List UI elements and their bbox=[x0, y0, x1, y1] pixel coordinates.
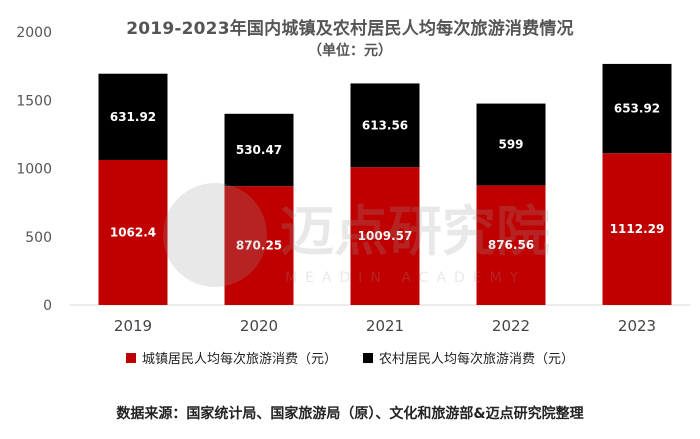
x-tick-label: 2019 bbox=[114, 317, 152, 335]
bar-rural bbox=[602, 63, 672, 154]
legend-swatch-urban bbox=[125, 352, 136, 363]
bar-urban bbox=[602, 153, 672, 305]
data-source-note: 数据来源：国家统计局、国家旅游局（原）、文化和旅游部&迈点研究院整理 bbox=[116, 406, 584, 422]
data-label-rural: 613.56 bbox=[362, 118, 408, 132]
legend-swatch-rural bbox=[363, 352, 373, 363]
x-tick-label: 2020 bbox=[240, 317, 278, 335]
y-tick-label: 1500 bbox=[16, 93, 52, 109]
y-tick-label: 0 bbox=[43, 298, 52, 314]
bar-rural bbox=[476, 103, 546, 186]
data-label-urban: 870.25 bbox=[236, 239, 282, 253]
data-label-rural: 530.47 bbox=[236, 143, 282, 157]
stacked-bar-chart: 0 500 1000 1500 2000 1062.4 631.92 2019 870.25 53… bbox=[16, 25, 690, 335]
x-tick-label: 2023 bbox=[618, 317, 656, 335]
data-label-rural: 653.92 bbox=[614, 102, 660, 116]
bar-urban bbox=[224, 186, 294, 305]
bar-urban bbox=[98, 159, 168, 305]
x-tick-label: 2022 bbox=[492, 317, 530, 335]
y-tick-label: 500 bbox=[25, 230, 52, 246]
y-tick-label: 1000 bbox=[16, 162, 52, 178]
bar-rural bbox=[350, 83, 420, 168]
data-label-urban: 876.56 bbox=[488, 238, 534, 252]
bar-urban bbox=[476, 185, 546, 305]
legend: 城镇居民人均每次旅游消费（元） 农村居民人均每次旅游消费（元） bbox=[0, 348, 700, 367]
bar-urban bbox=[350, 167, 420, 305]
chart-subtitle: （单位：元） bbox=[308, 43, 392, 59]
data-label-urban: 1009.57 bbox=[358, 229, 413, 243]
legend-label-urban: 城镇居民人均每次旅游消费（元） bbox=[141, 352, 337, 367]
bar-rural bbox=[98, 73, 168, 160]
bar-rural bbox=[224, 113, 294, 187]
y-tick-label: 2000 bbox=[16, 25, 52, 41]
data-label-urban: 1062.4 bbox=[110, 225, 156, 239]
x-tick-label: 2021 bbox=[366, 317, 404, 335]
legend-item-rural: 农村居民人均每次旅游消费（元） bbox=[363, 348, 574, 367]
legend-item-urban: 城镇居民人均每次旅游消费（元） bbox=[125, 348, 337, 367]
legend-label-rural: 农村居民人均每次旅游消费（元） bbox=[379, 352, 575, 367]
data-label-rural: 599 bbox=[498, 137, 523, 151]
chart-title: 2019-2023年国内城镇及农村居民人均每次旅游消费情况 bbox=[126, 19, 574, 39]
data-label-rural: 631.92 bbox=[110, 110, 156, 124]
data-label-urban: 1112.29 bbox=[610, 222, 665, 236]
